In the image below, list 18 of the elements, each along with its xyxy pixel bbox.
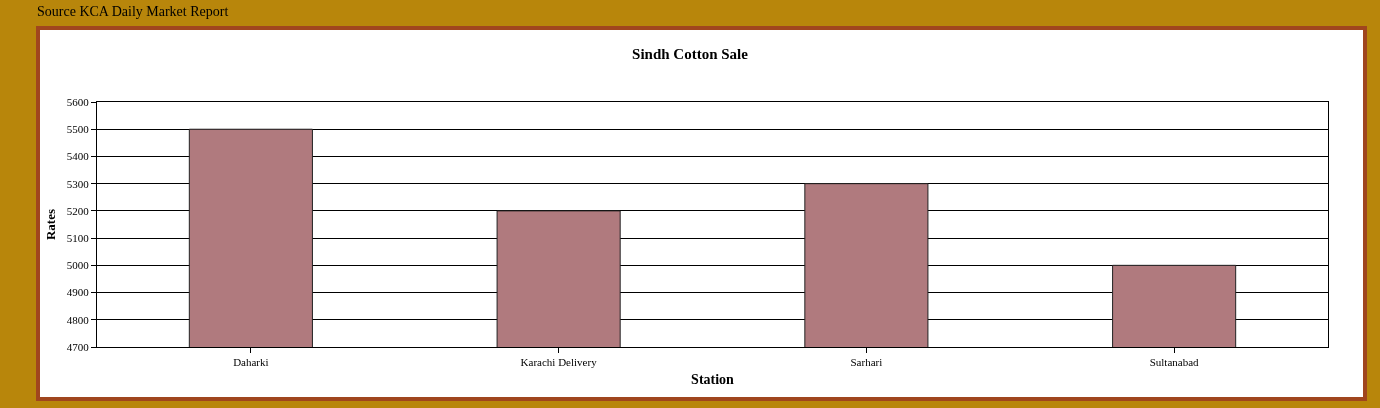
x-axis-title: Station xyxy=(691,371,735,387)
y-tick-label: 5400 xyxy=(66,150,90,163)
y-tick-label: 5500 xyxy=(66,123,90,136)
x-tick-label: Daharki xyxy=(233,356,269,369)
y-tick-label: 5100 xyxy=(66,231,90,244)
x-tick-label: Karachi Delivery xyxy=(520,356,598,369)
y-tick-label: 5000 xyxy=(66,259,90,272)
source-note: Source KCA Daily Market Report xyxy=(37,4,229,19)
y-tick-label: 4800 xyxy=(66,313,90,326)
y-tick-label: 4900 xyxy=(66,286,90,299)
x-tick-label: Sarhari xyxy=(850,356,883,369)
y-axis-title: Rates xyxy=(42,208,58,241)
y-tick-label: 5300 xyxy=(66,177,90,190)
y-tick-label: 5600 xyxy=(66,95,90,108)
chart-title: Sindh Cotton Sale xyxy=(632,45,749,62)
y-tick-label: 5200 xyxy=(66,204,90,217)
x-tick-label: Sultanabad xyxy=(1149,356,1200,369)
y-tick-label: 4700 xyxy=(66,340,90,353)
